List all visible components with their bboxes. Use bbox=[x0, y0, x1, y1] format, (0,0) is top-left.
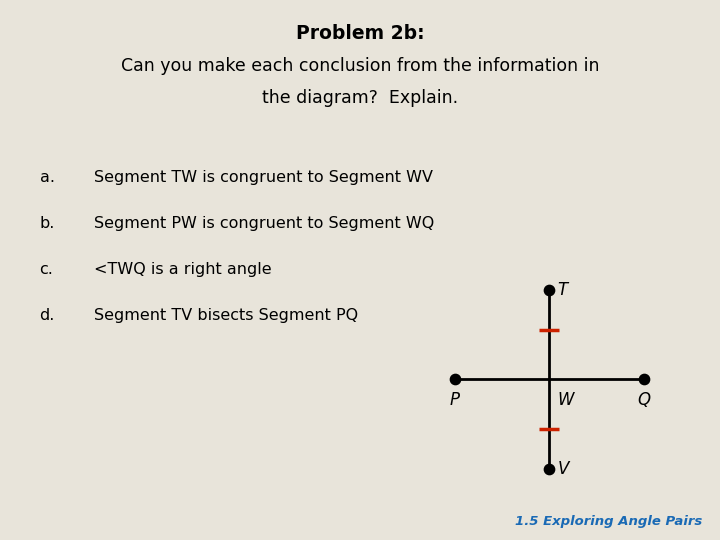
Text: the diagram?  Explain.: the diagram? Explain. bbox=[262, 89, 458, 107]
Text: c.: c. bbox=[40, 262, 53, 277]
Text: d.: d. bbox=[40, 308, 55, 323]
Text: Q: Q bbox=[637, 391, 650, 409]
Text: a.: a. bbox=[40, 170, 55, 185]
Point bbox=[638, 375, 649, 383]
Text: V: V bbox=[557, 460, 569, 478]
Text: Segment TV bisects Segment PQ: Segment TV bisects Segment PQ bbox=[94, 308, 358, 323]
Point bbox=[544, 465, 555, 474]
Text: Segment PW is congruent to Segment WQ: Segment PW is congruent to Segment WQ bbox=[94, 216, 434, 231]
Text: Can you make each conclusion from the information in: Can you make each conclusion from the in… bbox=[121, 57, 599, 75]
Text: 1.5 Exploring Angle Pairs: 1.5 Exploring Angle Pairs bbox=[515, 515, 702, 528]
Text: <TWQ is a right angle: <TWQ is a right angle bbox=[94, 262, 271, 277]
Point bbox=[449, 375, 460, 383]
Text: P: P bbox=[449, 391, 459, 409]
Text: T: T bbox=[557, 281, 567, 299]
Text: b.: b. bbox=[40, 216, 55, 231]
Text: Segment TW is congruent to Segment WV: Segment TW is congruent to Segment WV bbox=[94, 170, 433, 185]
Text: Problem 2b:: Problem 2b: bbox=[296, 24, 424, 43]
Point bbox=[544, 285, 555, 294]
Text: W: W bbox=[557, 391, 574, 409]
